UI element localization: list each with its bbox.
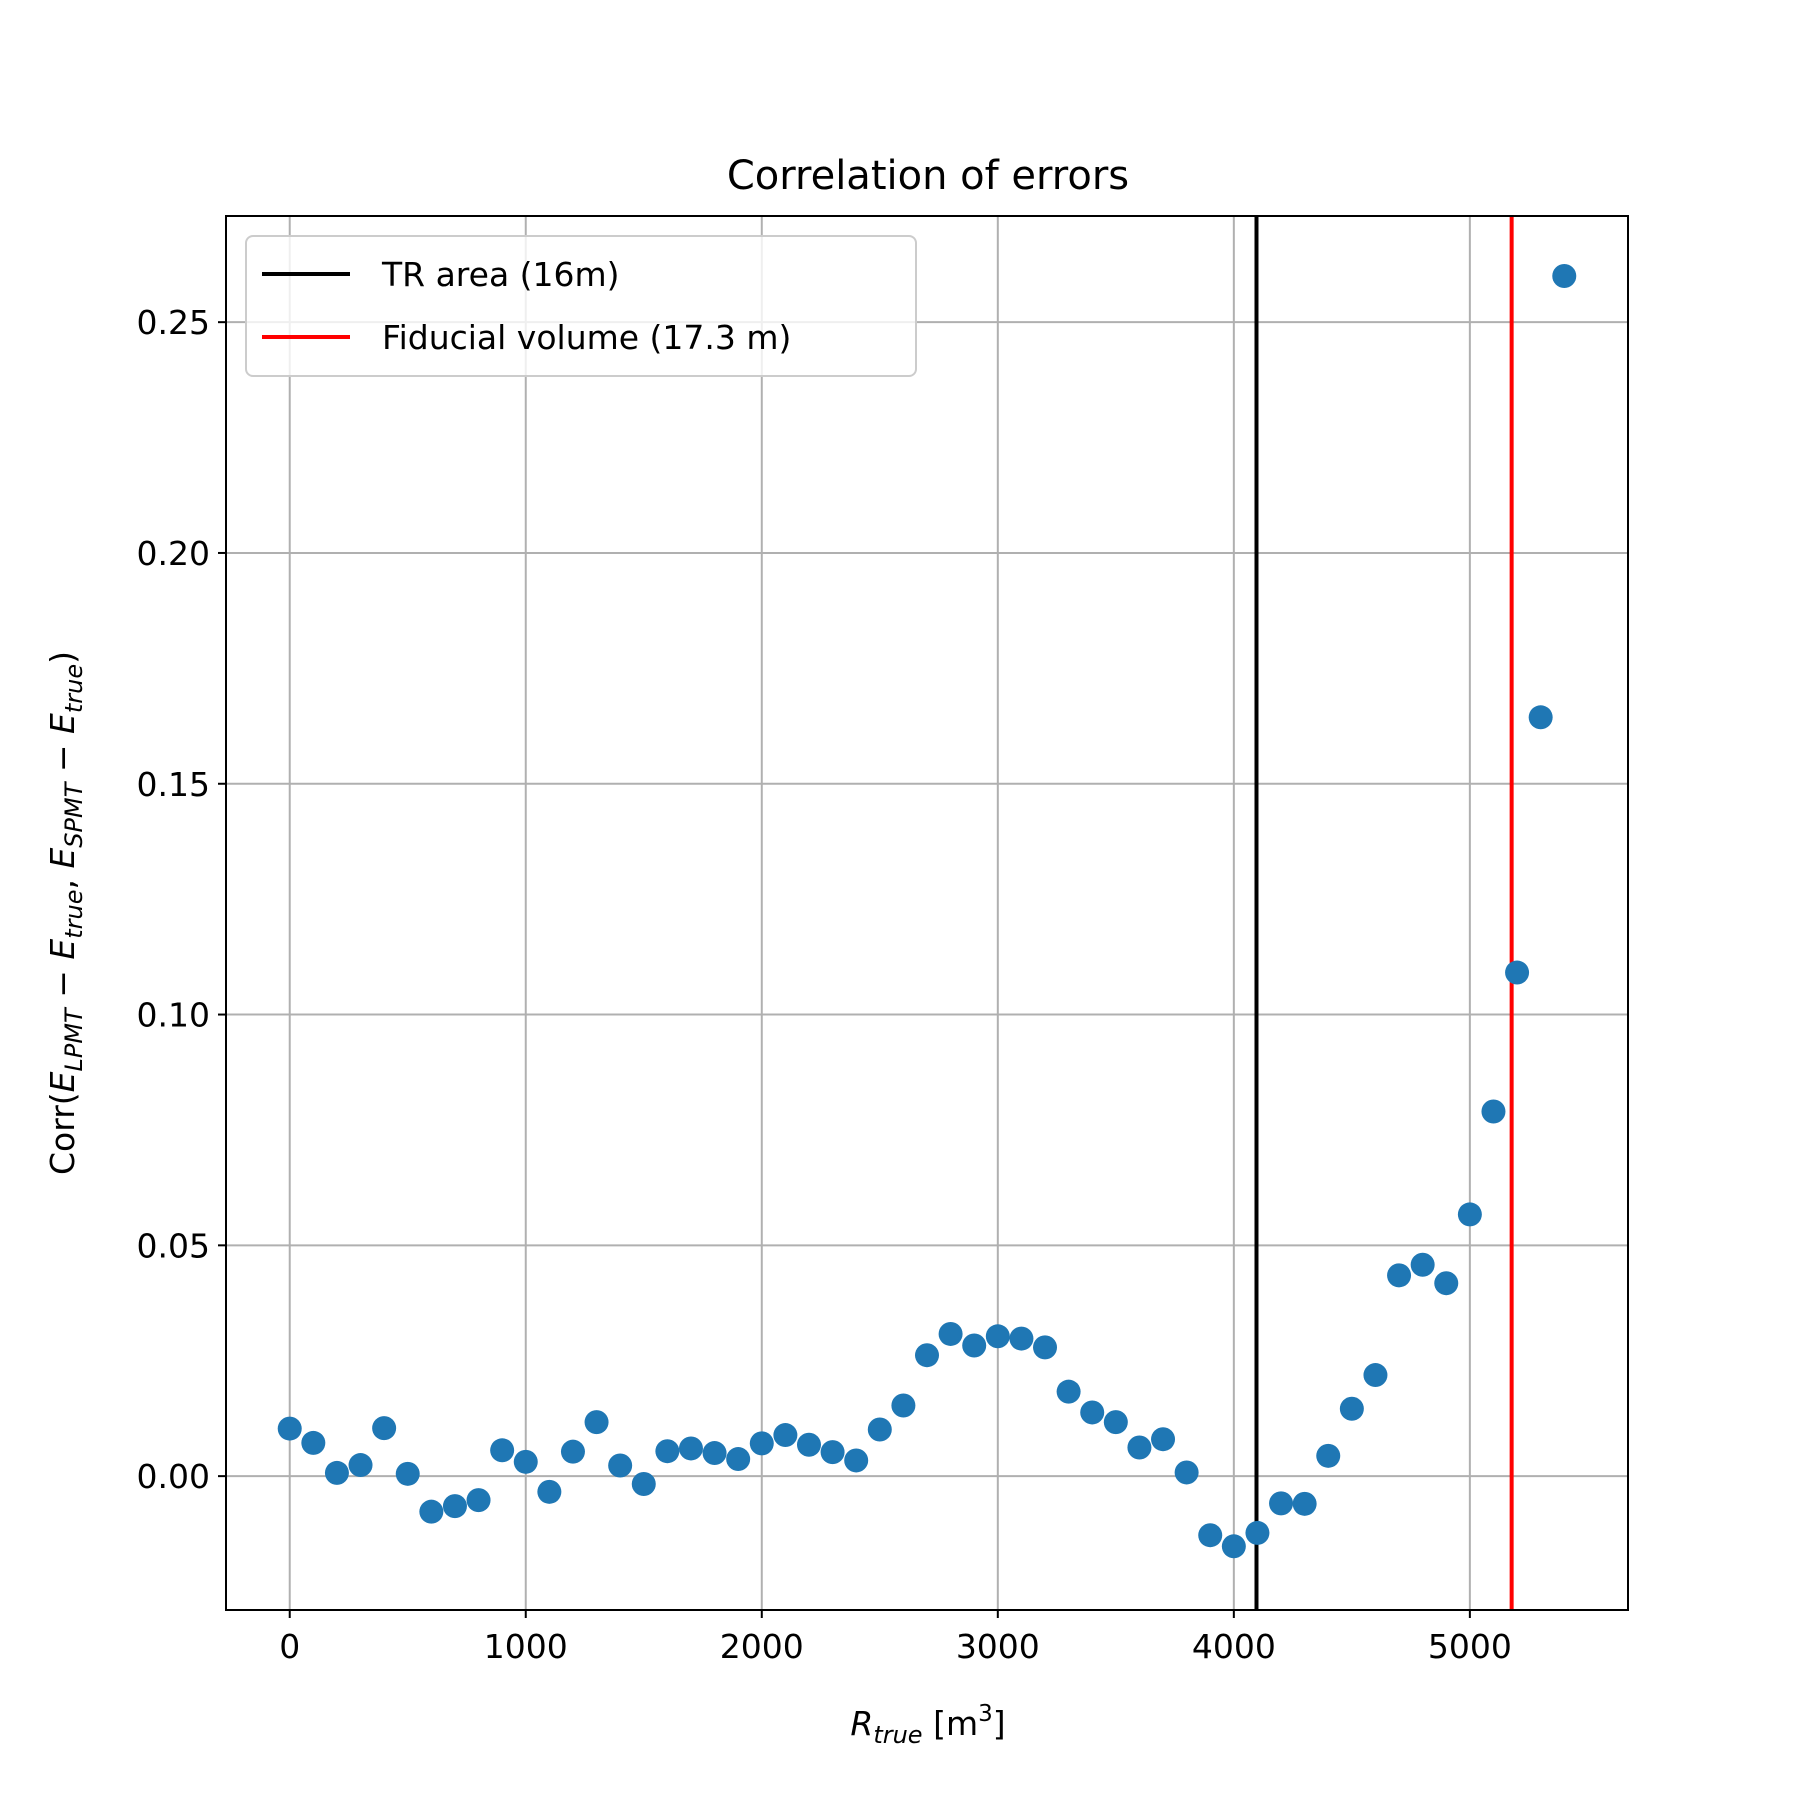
data-point <box>537 1479 562 1504</box>
data-point <box>867 1417 892 1442</box>
data-point <box>1363 1363 1388 1388</box>
x-tick-label: 5000 <box>1428 1627 1512 1666</box>
data-point <box>1292 1491 1317 1516</box>
x-tick-label: 1000 <box>484 1627 568 1666</box>
x-tick-label: 0 <box>279 1627 300 1666</box>
y-axis-ticks: 0.00 0.05 0.10 0.15 0.20 0.25 <box>137 303 226 1496</box>
data-point <box>608 1453 633 1478</box>
legend-label-fiducial-volume: Fiducial volume (17.3 m) <box>382 318 791 357</box>
data-point <box>372 1416 397 1441</box>
data-point <box>938 1321 963 1346</box>
data-point <box>1434 1271 1459 1296</box>
y-tick-label: 0.00 <box>137 1457 210 1496</box>
data-point <box>985 1324 1010 1349</box>
data-point <box>1457 1202 1482 1227</box>
x-axis-label: Rtrue [m3] <box>850 1701 1005 1749</box>
data-point <box>277 1416 302 1441</box>
data-point <box>820 1440 845 1465</box>
data-points <box>277 264 1577 1559</box>
data-point <box>773 1423 798 1448</box>
y-tick-label: 0.10 <box>137 996 210 1035</box>
y-axis-label: Corr(ELPMT − Etrue, ESPMT − Etrue) <box>43 651 88 1175</box>
data-point <box>891 1393 916 1418</box>
data-point <box>1221 1534 1246 1559</box>
data-point <box>1339 1396 1364 1421</box>
data-point <box>466 1488 491 1513</box>
data-point <box>962 1333 987 1358</box>
data-point <box>796 1432 821 1457</box>
y-tick-label: 0.15 <box>137 765 210 804</box>
data-point <box>678 1436 703 1461</box>
plot-frame <box>225 215 1629 1611</box>
legend-label-tr-area: TR area (16m) <box>381 255 620 294</box>
data-point <box>1151 1427 1176 1452</box>
data-point <box>1127 1435 1152 1460</box>
data-point <box>1056 1379 1081 1404</box>
data-point <box>301 1430 326 1455</box>
data-point <box>702 1441 727 1466</box>
data-point <box>1245 1520 1270 1545</box>
reference-lines <box>1254 216 1514 1610</box>
chart-title: Correlation of errors <box>727 153 1129 199</box>
data-point <box>631 1471 656 1496</box>
data-point <box>1033 1335 1058 1360</box>
data-point <box>749 1431 774 1456</box>
x-tick-label: 2000 <box>720 1627 804 1666</box>
data-point <box>726 1447 751 1472</box>
data-point <box>844 1448 869 1473</box>
x-axis-ticks: 0 1000 2000 3000 4000 5000 <box>279 1610 1512 1666</box>
data-point <box>1174 1460 1199 1485</box>
data-point <box>655 1439 680 1464</box>
data-point <box>1103 1410 1128 1435</box>
data-point <box>584 1410 609 1435</box>
data-point <box>1316 1443 1341 1468</box>
data-point <box>560 1439 585 1464</box>
data-point <box>419 1499 444 1524</box>
data-point <box>1009 1326 1034 1351</box>
data-point <box>1410 1252 1435 1277</box>
data-point <box>1269 1491 1294 1516</box>
data-point <box>1198 1523 1223 1548</box>
data-point <box>1481 1099 1506 1124</box>
grid <box>226 216 1628 1610</box>
y-tick-label: 0.20 <box>137 534 210 573</box>
data-point <box>915 1343 939 1368</box>
legend-box <box>245 235 917 377</box>
y-tick-label: 0.25 <box>137 303 210 342</box>
data-point <box>1080 1400 1105 1425</box>
data-point <box>513 1449 538 1474</box>
data-point <box>395 1461 420 1486</box>
data-point <box>1387 1263 1412 1288</box>
data-point <box>1552 264 1577 289</box>
x-tick-label: 3000 <box>956 1627 1040 1666</box>
data-point <box>324 1460 349 1485</box>
y-tick-label: 0.05 <box>137 1226 210 1265</box>
legend: TR area (16m) Fiducial volume (17.3 m) <box>245 235 917 377</box>
data-point <box>1528 705 1553 730</box>
data-point <box>348 1453 373 1478</box>
data-point <box>1505 960 1530 985</box>
data-point <box>490 1438 515 1463</box>
x-tick-label: 4000 <box>1192 1627 1276 1666</box>
data-point <box>442 1494 467 1519</box>
